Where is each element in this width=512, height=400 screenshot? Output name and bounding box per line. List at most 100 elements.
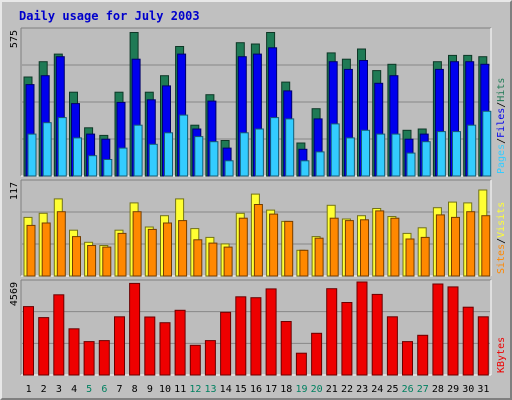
bar-kbytes-day-16 (250, 297, 262, 376)
panel-middle-legend: Sites/Visits (496, 202, 507, 274)
bar-kbytes-day-5 (83, 341, 95, 376)
x-tick-label: 22 (341, 384, 353, 395)
bar-kbytes-day-26 (402, 341, 413, 376)
bar-kbytes-day-30 (462, 306, 474, 376)
x-axis-labels: 1 2 3 4 5 6 7 8 9 10 11 12 13 14 15 16 17 18 19 20 21 22 23 24 2… (26, 384, 490, 395)
chart-panels: 575Pages/Files/Hits117Sites/Visits4569KB… (9, 27, 507, 376)
bar-kbytes-day-21 (326, 288, 338, 376)
series-kbytes (23, 281, 489, 376)
bar-pages-day-17 (270, 117, 280, 177)
bar-sites-day-26 (405, 238, 415, 277)
legend-entry: KBytes (496, 337, 507, 373)
bar-sites-day-10 (163, 222, 172, 277)
bar-pages-day-23 (361, 129, 370, 177)
legend-entry: / (496, 138, 507, 144)
bar-kbytes-day-27 (417, 334, 429, 376)
bar-pages-day-10 (164, 132, 173, 177)
bar-sites-day-9 (147, 228, 157, 277)
panel-bottom-ymax-label: 4569 (9, 282, 20, 306)
bar-kbytes-day-12 (189, 344, 201, 376)
bar-sites-day-4 (72, 236, 81, 277)
bar-pages-day-14 (224, 160, 234, 177)
bar-kbytes-day-24 (371, 293, 383, 376)
bar-kbytes-day-2 (38, 317, 50, 376)
x-tick-label: 29 (447, 384, 459, 395)
bar-kbytes-day-23 (356, 281, 368, 376)
legend-entry: Visits (496, 202, 507, 238)
bar-sites-day-17 (269, 213, 279, 277)
bar-sites-day-21 (329, 217, 339, 277)
bar-sites-day-13 (208, 242, 218, 277)
bar-kbytes-day-6 (98, 340, 110, 376)
x-tick-label: 1 (26, 384, 32, 395)
x-tick-label: 30 (462, 384, 474, 395)
bar-sites-day-22 (344, 220, 354, 277)
x-tick-label: 7 (116, 384, 122, 395)
bar-sites-day-6 (102, 246, 112, 277)
bar-pages-day-8 (133, 124, 143, 177)
bar-kbytes-day-14 (220, 311, 232, 376)
legend-entry: Pages (496, 144, 507, 174)
bar-sites-day-12 (193, 239, 203, 277)
bar-pages-day-6 (103, 159, 113, 177)
bar-pages-day-3 (57, 117, 67, 177)
x-tick-label: 17 (265, 384, 277, 395)
panel-middle-ymax-label: 117 (9, 182, 20, 200)
x-tick-label: 8 (132, 384, 138, 395)
x-tick-label: 24 (371, 384, 383, 395)
bar-sites-day-1 (26, 224, 36, 277)
bar-sites-day-3 (56, 211, 66, 277)
bar-pages-day-28 (436, 131, 446, 177)
bar-pages-day-31 (482, 110, 492, 177)
bar-sites-day-5 (87, 245, 97, 277)
bar-pages-day-30 (467, 124, 477, 177)
x-tick-label: 10 (159, 384, 171, 395)
bar-pages-day-2 (42, 122, 52, 177)
bar-pages-day-29 (452, 131, 461, 177)
bar-kbytes-day-3 (53, 294, 65, 376)
panel-bottom-legend: KBytes (496, 337, 507, 373)
bar-sites-day-19 (299, 249, 309, 277)
bar-kbytes-day-9 (144, 316, 156, 376)
bar-sites-day-20 (314, 237, 324, 277)
x-tick-label: 28 (432, 384, 444, 395)
bar-kbytes-day-28 (432, 283, 444, 376)
series-pages (27, 110, 492, 177)
bar-sites-day-30 (466, 211, 476, 277)
x-tick-label: 2 (41, 384, 47, 395)
chart-title: Daily usage for July 2003 (19, 9, 200, 23)
bar-sites-day-18 (284, 220, 294, 277)
bar-pages-day-18 (285, 118, 295, 177)
x-tick-label: 19 (295, 384, 307, 395)
bar-kbytes-day-15 (235, 296, 247, 376)
bar-pages-day-11 (179, 114, 189, 177)
bar-pages-day-1 (27, 133, 37, 177)
bar-sites-day-29 (451, 216, 460, 277)
bar-kbytes-day-25 (386, 316, 398, 376)
x-tick-label: 25 (386, 384, 398, 395)
x-tick-label: 27 (417, 384, 429, 395)
bar-pages-day-25 (391, 133, 401, 177)
x-tick-label: 3 (56, 384, 62, 395)
bar-pages-day-27 (421, 141, 431, 177)
bar-kbytes-day-10 (159, 322, 171, 376)
bar-sites-day-27 (420, 236, 430, 277)
bar-pages-day-19 (300, 160, 310, 177)
bar-kbytes-day-19 (295, 352, 307, 376)
x-tick-label: 6 (101, 384, 107, 395)
bar-kbytes-day-11 (174, 309, 186, 376)
bar-sites-day-7 (117, 232, 127, 277)
legend-entry: Files (496, 108, 507, 138)
x-tick-label: 20 (311, 384, 323, 395)
bar-pages-day-9 (148, 143, 158, 177)
bar-kbytes-day-7 (114, 316, 125, 376)
bar-pages-day-13 (209, 141, 219, 177)
legend-entry: Hits (496, 78, 507, 102)
bar-kbytes-day-20 (311, 332, 323, 376)
bar-sites-day-11 (178, 220, 188, 277)
bar-kbytes-day-18 (280, 321, 292, 376)
x-tick-label: 9 (147, 384, 153, 395)
bar-kbytes-day-13 (204, 340, 216, 376)
